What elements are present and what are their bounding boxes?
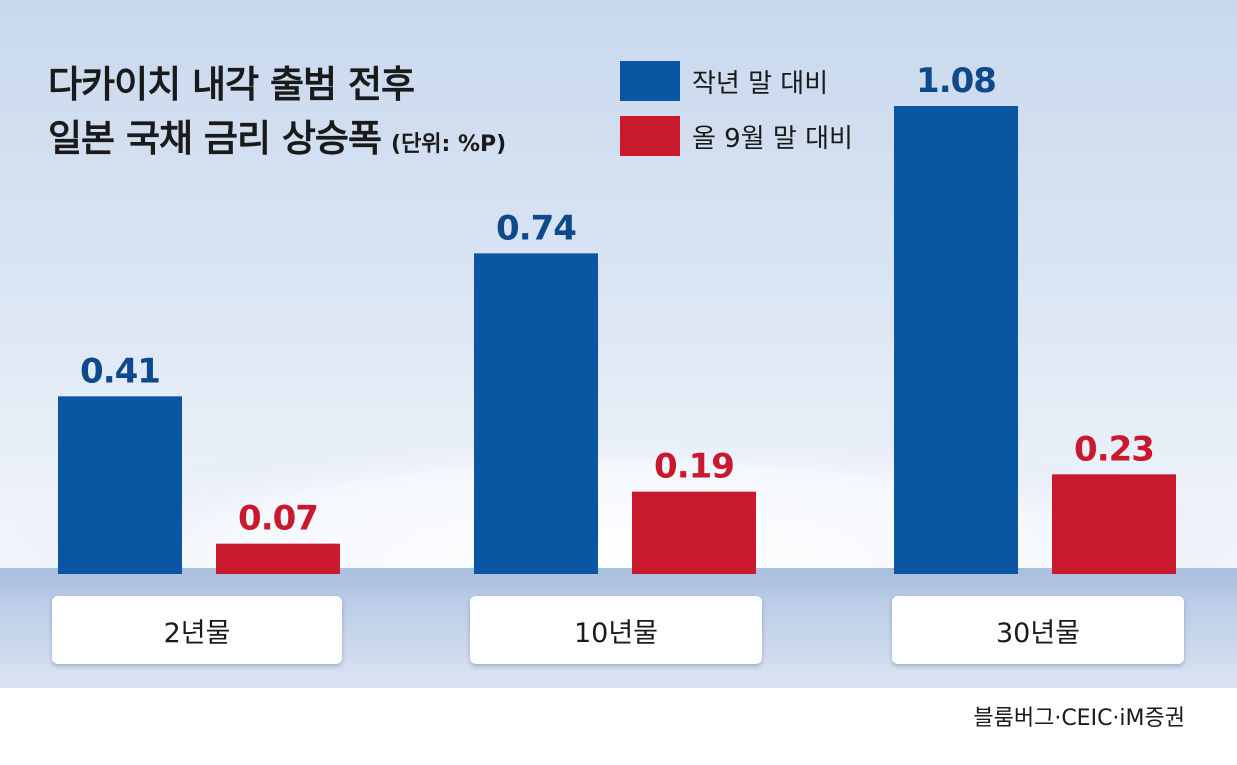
legend-swatch-series-1	[620, 116, 680, 156]
bar-series-1-cat-2	[1052, 474, 1176, 574]
value-label-series-1-cat-2: 0.23	[1074, 429, 1154, 469]
bar-series-1-cat-1	[632, 491, 756, 574]
value-label-series-0-cat-1: 0.74	[496, 208, 576, 248]
value-label-series-0-cat-0: 0.41	[80, 351, 160, 391]
legend-swatch-series-0	[620, 61, 680, 101]
bar-series-0-cat-2	[894, 106, 1018, 574]
legend-item-series-0: 작년 말 대비	[620, 58, 828, 104]
category-label-30yr: 30년물	[892, 596, 1184, 664]
unit-label: (단위: %P)	[391, 132, 507, 157]
legend-item-series-1: 올 9월 말 대비	[620, 113, 853, 159]
value-label-group: 0.41 0.07 0.74 0.19 1.08 0.23	[80, 61, 1155, 539]
value-label-series-1-cat-0: 0.07	[238, 499, 318, 539]
category-label-2yr: 2년물	[52, 596, 342, 664]
chart-title-line1: 다카이치 내각 출범 전후	[48, 63, 415, 106]
value-label-series-0-cat-2: 1.08	[916, 61, 996, 101]
legend-label-series-1: 올 9월 말 대비	[692, 123, 853, 154]
bar-series-0-cat-1	[474, 253, 598, 575]
chart-title-line2-text: 일본 국채 금리 상승폭	[48, 117, 382, 160]
source-credit: 블룸버그·CEIC·iM증권	[973, 706, 1185, 731]
value-label-series-1-cat-1: 0.19	[654, 447, 734, 487]
category-label-10yr: 10년물	[470, 596, 762, 664]
chart-title-line2: 일본 국채 금리 상승폭 (단위: %P)	[48, 108, 506, 162]
legend-label-series-0: 작년 말 대비	[692, 68, 829, 99]
bar-group	[58, 106, 1176, 575]
bar-series-0-cat-0	[58, 396, 182, 574]
bar-series-1-cat-0	[216, 543, 340, 574]
